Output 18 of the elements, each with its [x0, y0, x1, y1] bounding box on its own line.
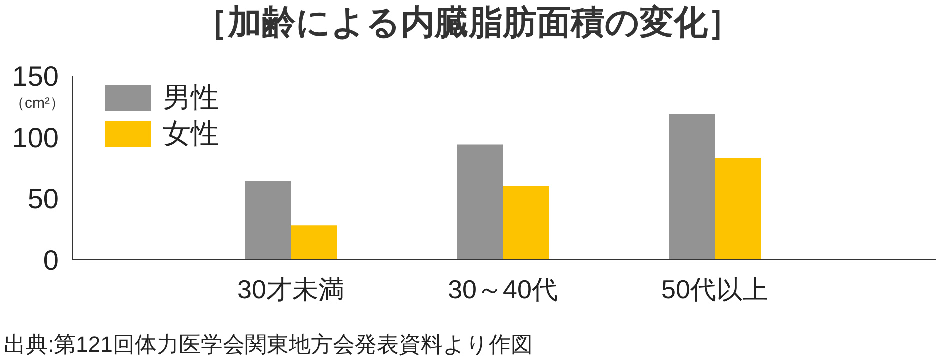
y-tick-label: 100 — [12, 122, 59, 154]
x-tick-label: 30～40代 — [448, 274, 558, 304]
chart-title: ［加齢による内臓脂肪面積の変化］ — [193, 3, 743, 44]
bar — [245, 181, 291, 260]
source-note: 出典:第121回体力医学会関東地方会発表資料より作図 — [4, 331, 533, 359]
x-tick-label: 30才未満 — [238, 274, 344, 304]
bar — [715, 158, 761, 260]
y-tick-label: 150 — [12, 60, 59, 92]
x-tick-label: 50代以上 — [662, 274, 768, 304]
y-axis-title: （cm²） — [10, 94, 65, 113]
legend-label: 男性 — [163, 82, 219, 114]
bar — [457, 144, 503, 260]
legend-label: 女性 — [163, 118, 219, 150]
bar — [291, 226, 337, 260]
bar — [503, 186, 549, 260]
y-tick-label: 0 — [43, 244, 59, 276]
bar — [669, 114, 715, 260]
y-tick-label: 50 — [28, 184, 59, 215]
